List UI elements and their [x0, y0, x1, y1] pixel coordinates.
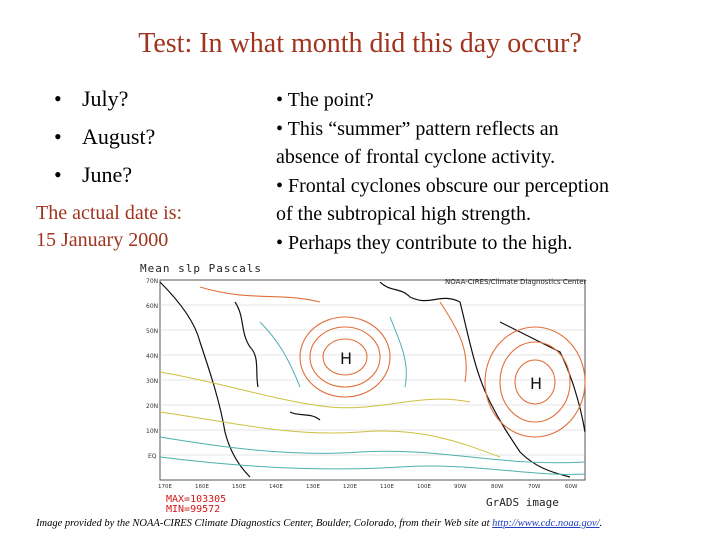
- actual-date-value: 15 January 2000: [36, 229, 169, 251]
- map-title: Mean slp Pascals: [140, 262, 262, 275]
- lon-label: 60W: [565, 484, 578, 490]
- note-line: • The point?: [276, 89, 374, 111]
- map-source: NOAA-CIRES/Climate Diagnostics Center: [445, 278, 587, 286]
- option-july: July?: [54, 80, 155, 118]
- credit-link[interactable]: http://www.cdc.noaa.gov/: [492, 518, 600, 529]
- actual-date-label: The actual date is:: [36, 202, 183, 224]
- option-august: August?: [54, 118, 155, 156]
- option-june: June?: [54, 156, 155, 194]
- grads-label: GrADS image: [486, 496, 559, 509]
- lat-label: 40N: [146, 353, 158, 360]
- slp-map: H H 70N 60N 50N 40N 30N 20N 10N EQ 170E …: [146, 278, 586, 490]
- lat-label: 70N: [146, 278, 158, 285]
- credit-end: .: [599, 518, 603, 529]
- map-min-label: MIN=99572: [166, 504, 221, 515]
- answer-options: July? August? June?: [54, 80, 155, 194]
- note-line: • This “summer” pattern reflects an: [276, 117, 559, 140]
- lat-label: 50N: [146, 328, 158, 335]
- lon-label: 110E: [380, 484, 394, 490]
- lon-label: 160E: [195, 484, 209, 490]
- lon-label: 80W: [491, 484, 504, 490]
- lon-label: 130E: [306, 484, 320, 490]
- lon-label: 170E: [158, 484, 172, 490]
- discussion-notes: • The point? • This “summer” pattern ref…: [276, 86, 716, 257]
- lon-label: 70W: [528, 484, 541, 490]
- actual-date: The actual date is: 15 January 2000: [36, 200, 182, 254]
- slide-title: Test: In what month did this day occur?: [138, 28, 582, 59]
- lat-label: EQ: [148, 453, 157, 460]
- image-credit: Image provided by the NOAA-CIRES Climate…: [36, 518, 602, 529]
- lon-label: 120E: [343, 484, 357, 490]
- high-marker-pacific: H: [340, 349, 352, 368]
- lat-label: 10N: [146, 428, 158, 435]
- note-line: • Perhaps they contribute to the high.: [276, 231, 573, 254]
- lon-label: 150E: [232, 484, 246, 490]
- lat-label: 60N: [146, 303, 158, 310]
- note-line: • Frontal cyclones obscure our perceptio…: [276, 174, 610, 197]
- lat-label: 30N: [146, 378, 158, 385]
- lon-label: 100E: [417, 484, 431, 490]
- lon-label: 90W: [454, 484, 467, 490]
- note-line: of the subtropical high strength.: [276, 203, 531, 225]
- map-max-label: MAX=103305: [166, 494, 227, 505]
- note-line: absence of frontal cyclone activity.: [276, 146, 556, 168]
- high-marker-atlantic: H: [530, 374, 542, 393]
- lon-label: 140E: [269, 484, 283, 490]
- lat-label: 20N: [146, 403, 158, 410]
- credit-text: Image provided by the NOAA-CIRES Climate…: [36, 518, 493, 529]
